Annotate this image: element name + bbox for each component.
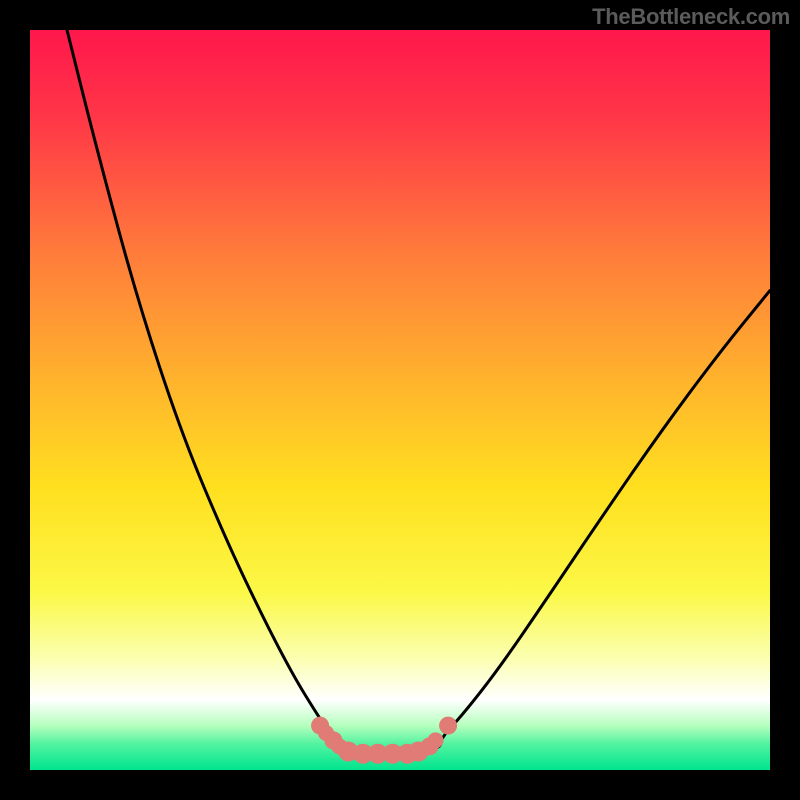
watermark-text: TheBottleneck.com [592, 4, 790, 30]
chart-gradient-background [30, 30, 770, 770]
bottleneck-chart [0, 0, 800, 800]
optimal-dot [428, 732, 444, 748]
optimal-dot [439, 717, 457, 735]
